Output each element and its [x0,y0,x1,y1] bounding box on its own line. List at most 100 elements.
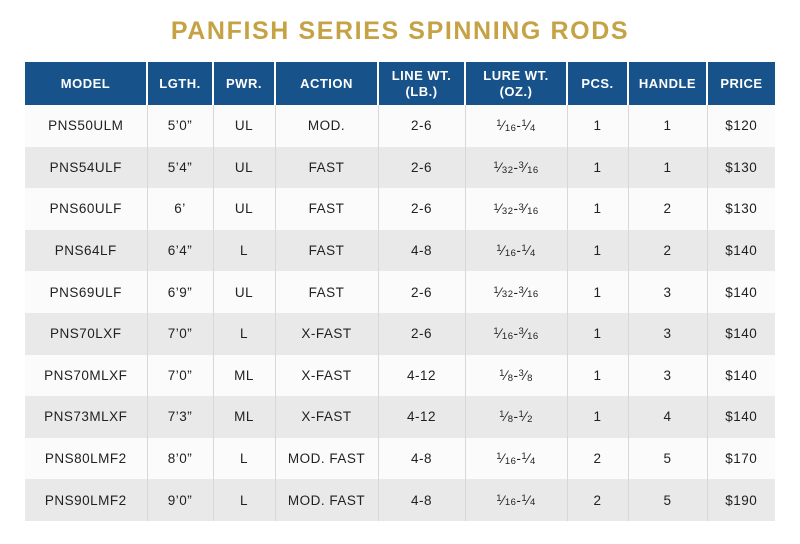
cell-handle: 3 [627,312,707,355]
column-header-length: LGTH. [146,62,213,105]
cell-power: UL [212,188,275,230]
column-header-pieces: PCS. [566,62,628,105]
table-row: PNS64LF 6’4” L FAST 4-8 1⁄16-1⁄4 1 2 $140 [25,229,775,272]
cell-lure_wt: 1⁄16-1⁄4 [464,229,567,272]
column-header-line_wt: LINE WT. (LB.) [377,62,465,105]
cell-pieces: 1 [566,354,628,397]
cell-price: $140 [706,229,775,272]
fraction: 3⁄16 [518,159,539,176]
cell-pieces: 1 [566,188,628,230]
cell-length: 5’4” [146,146,213,189]
cell-lure_wt: 1⁄16-1⁄4 [464,437,567,480]
cell-action: MOD. FAST [274,437,378,480]
cell-line_wt: 4-12 [377,354,465,397]
cell-lure_wt: 1⁄32-3⁄16 [464,146,567,189]
fraction: 1⁄16 [496,243,517,259]
table-row: PNS54ULF 5’4” UL FAST 2-6 1⁄32-3⁄16 1 1 $130 [25,146,775,189]
cell-action: MOD. [274,105,378,147]
cell-power: L [212,312,275,355]
cell-length: 8’0” [146,437,213,480]
cell-pieces: 2 [566,479,628,521]
cell-action: FAST [274,229,378,272]
cell-action: MOD. FAST [274,479,378,521]
cell-lure_wt: 1⁄32-3⁄16 [464,271,567,313]
fraction: 1⁄4 [521,243,536,259]
cell-pieces: 2 [566,437,628,480]
fraction: 1⁄4 [521,451,536,467]
table-row: PNS90LMF2 9’0” L MOD. FAST 4-8 1⁄16-1⁄4 2 5 $190 [25,479,775,521]
cell-action: FAST [274,271,378,313]
cell-handle: 5 [627,437,707,480]
fraction: 1⁄32 [493,159,514,176]
cell-handle: 3 [627,271,707,313]
cell-pieces: 1 [566,396,628,438]
cell-length: 7’0” [146,354,213,397]
spec-table: MODEL LGTH. PWR. ACTION LINE WT. (LB.) LURE WT… [25,62,775,521]
cell-power: ML [212,396,275,438]
fraction: 1⁄8 [499,409,514,426]
column-header-power: PWR. [212,62,275,105]
fraction: 1⁄4 [521,118,536,135]
cell-handle: 5 [627,479,707,521]
cell-length: 7’0” [146,312,213,355]
cell-line_wt: 4-8 [377,229,465,272]
cell-action: X-FAST [274,312,378,355]
cell-handle: 3 [627,354,707,397]
cell-model: PNS90LMF2 [44,492,127,508]
table-row: PNS80LMF2 8’0” L MOD. FAST 4-8 1⁄16-1⁄4 2 5 $170 [25,437,775,480]
fraction: 3⁄16 [518,326,539,343]
cell-lure_wt: 1⁄16-3⁄16 [464,312,567,355]
page-title: PANFISH SERIES SPINNING RODS [170,17,630,45]
cell-length: 7’3” [146,396,213,438]
cell-price: $190 [706,479,775,521]
cell-lure_wt: 1⁄8-1⁄2 [464,396,567,438]
cell-length: 6’ [146,188,213,230]
cell-handle: 1 [627,146,707,189]
cell-lure_wt: 1⁄8-3⁄8 [464,354,567,397]
cell-power: UL [212,105,275,147]
cell-price: $170 [706,437,775,480]
header-row: MODEL LGTH. PWR. ACTION LINE WT. (LB.) LURE WT… [25,62,775,105]
cell-handle: 4 [627,396,707,438]
fraction: 1⁄8 [499,367,514,384]
cell-line_wt: 2-6 [377,105,465,147]
cell-lure_wt: 1⁄32-3⁄16 [464,188,567,230]
cell-model: PNS60ULF [49,201,122,217]
cell-pieces: 1 [566,229,628,272]
cell-model: PNS73MLXF [44,409,128,425]
cell-power: L [212,479,275,521]
cell-pieces: 1 [566,312,628,355]
cell-power: UL [212,146,275,189]
cell-price: $130 [706,188,775,230]
cell-length: 6’9” [146,271,213,313]
cell-model: PNS80LMF2 [44,451,127,467]
cell-line_wt: 2-6 [377,188,465,230]
cell-lure_wt: 1⁄16-1⁄4 [464,105,567,147]
column-header-model: MODEL [25,62,147,105]
table-row: PNS69ULF 6’9” UL FAST 2-6 1⁄32-3⁄16 1 3 $140 [25,271,775,313]
cell-price: $120 [706,105,775,147]
column-header-lure_wt: LURE WT. (OZ.) [464,62,567,105]
cell-price: $140 [706,396,775,438]
fraction: 1⁄32 [493,201,514,218]
table-row: PNS70MLXF 7’0” ML X-FAST 4-12 1⁄8-3⁄8 1 3 $140 [25,354,775,397]
cell-model: PNS50ULM [48,118,124,134]
fraction: 1⁄16 [496,118,517,135]
fraction: 1⁄2 [518,409,533,426]
cell-model: PNS64LF [54,243,117,259]
cell-line_wt: 4-12 [377,396,465,438]
cell-length: 5’0” [146,105,213,147]
cell-model: PNS70MLXF [44,367,128,383]
cell-price: $130 [706,146,775,189]
cell-handle: 2 [627,229,707,272]
table-row: PNS70LXF 7’0” L X-FAST 2-6 1⁄16-3⁄16 1 3 $140 [25,312,775,355]
fraction: 3⁄16 [518,201,539,218]
cell-pieces: 1 [566,271,628,313]
cell-length: 6’4” [146,229,213,272]
cell-price: $140 [706,312,775,355]
table-row: PNS73MLXF 7’3” ML X-FAST 4-12 1⁄8-1⁄2 1 4 $140 [25,396,775,438]
column-header-handle: HANDLE [627,62,707,105]
fraction: 3⁄16 [518,284,539,301]
cell-handle: 1 [627,105,707,147]
